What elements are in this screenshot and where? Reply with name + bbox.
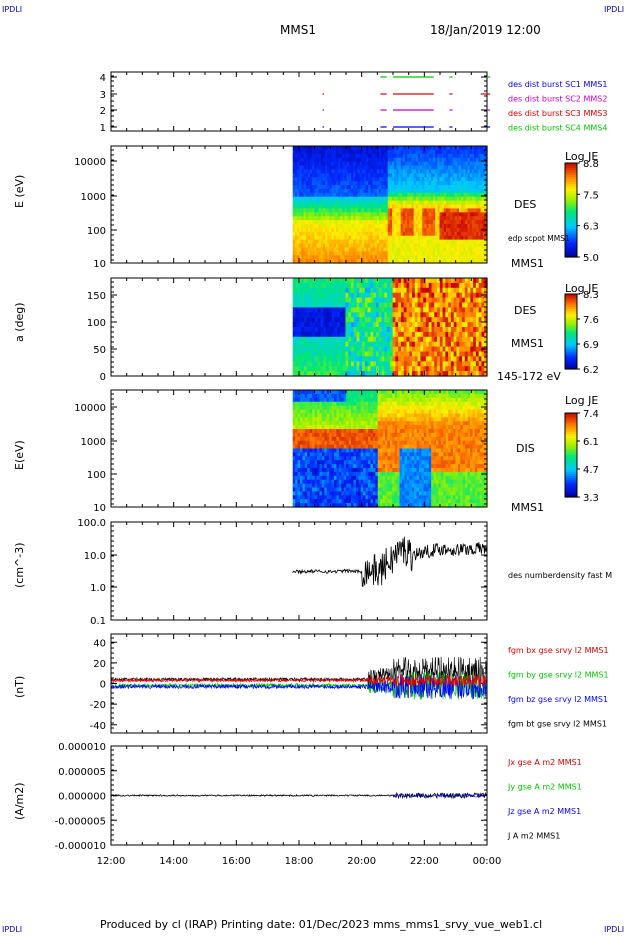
burst-panel-ytick-label: 4 [100,73,106,84]
des-energy-panel-ytick-label: 10000 [74,157,106,168]
burst-panel-ytick-label: 3 [100,90,106,101]
burst-legend-entry: des dist burst SC3 MMS3 [508,109,607,118]
burst-panel-ytick-label: 2 [100,106,106,117]
des-pitch-colorbar-label: 7.6 [583,315,599,326]
burst-legend-entry: des dist burst SC2 MMS2 [508,95,607,104]
burst-panel-frame [111,72,487,131]
burst-legend-entry: des dist burst SC1 MMS1 [508,80,607,89]
des-pitch-colorbar-label: 6.9 [583,340,599,351]
des-energy-panel-ytick-label: 1000 [81,192,106,203]
des-pitch-heatmap [293,278,488,377]
dis-energy-heatmap [293,390,488,508]
des-pitch-panel-ytick-label: 50 [93,345,106,356]
des-pitch-panel-ytick-label: 150 [87,291,106,302]
des-energy-panel-ytick-label: 10 [93,259,106,270]
des-pitch-panel-ytick-label: 0 [100,372,106,383]
des-pitch-colorbar-label: 6.2 [583,365,599,376]
des-energy-colorbar-label: 5.0 [583,253,599,264]
des-energy-heatmap [293,146,488,264]
des-pitch-panel-ytick-label: 100 [87,318,106,329]
des-energy-colorbar-label: 7.5 [583,190,599,201]
des-energy-colorbar-label: 6.3 [583,222,599,233]
burst-legend-entry: des dist burst SC4 MMS4 [508,124,607,133]
des-energy-panel-ytick-label: 100 [87,226,106,237]
burst-panel-ytick-label: 1 [100,123,106,134]
